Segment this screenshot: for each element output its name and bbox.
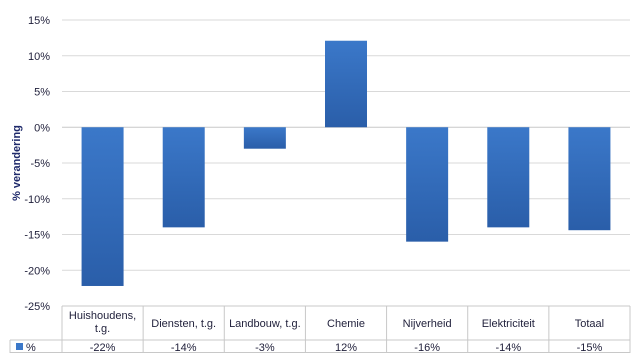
bar <box>81 127 124 286</box>
y-tick-label: -20% <box>24 265 50 277</box>
category-label: Landbouw, t.g. <box>229 318 301 330</box>
category-label: Totaal <box>575 318 604 330</box>
category-label: Diensten, t.g. <box>151 318 216 330</box>
bar <box>243 127 286 149</box>
category-label: Elektriciteit <box>482 318 535 330</box>
bar <box>325 40 367 128</box>
data-value-label: -22% <box>90 342 116 353</box>
data-value-label: -14% <box>171 342 197 353</box>
bar <box>568 127 611 231</box>
bar <box>406 127 449 242</box>
bar <box>487 127 530 228</box>
y-axis-label: % verandering <box>11 125 23 201</box>
data-value-label: -3% <box>255 342 275 353</box>
data-table: Huishoudens,t.g. Diensten, t.g. Landbouw, … <box>9 305 631 353</box>
data-value-label: -14% <box>495 342 521 353</box>
legend-series-name: % <box>26 342 36 353</box>
y-tick-label: -15% <box>24 230 50 242</box>
data-value-label: -16% <box>414 342 440 353</box>
category-label: t.g. <box>95 323 110 335</box>
category-label: Chemie <box>327 318 365 330</box>
y-tick-label: 5% <box>34 87 50 99</box>
y-tick-label: 10% <box>28 51 50 63</box>
y-tick-label: -10% <box>24 194 50 206</box>
bar <box>162 127 205 228</box>
y-axis-ticks: 15% 10% 5% 0% -5% -10% -15% -20% -25% <box>24 15 50 313</box>
y-tick-label: 15% <box>28 15 50 27</box>
bars <box>81 40 611 286</box>
category-label: Nijverheid <box>403 318 452 330</box>
legend-key <box>16 343 23 350</box>
y-tick-label: 0% <box>34 122 50 134</box>
category-label: Huishoudens, <box>69 310 136 322</box>
data-value-label: -15% <box>577 342 603 353</box>
y-tick-label: -5% <box>30 158 50 170</box>
data-value-label: 12% <box>335 342 357 353</box>
y-tick-label: -25% <box>24 301 50 313</box>
